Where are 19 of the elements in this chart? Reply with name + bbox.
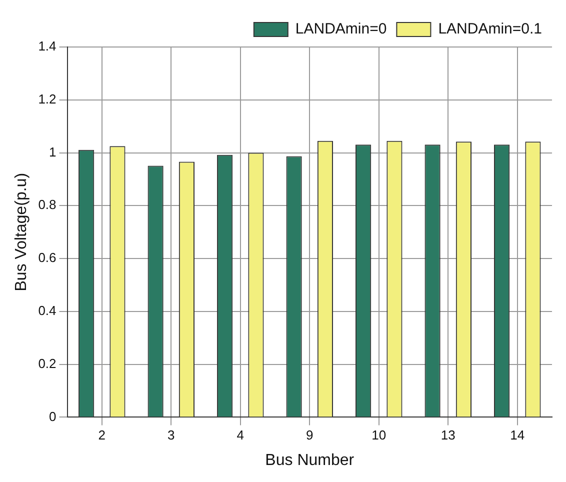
legend-label: LANDAmin=0 — [295, 20, 387, 38]
x-tick-label: 13 — [440, 428, 456, 443]
x-tick-label: 10 — [372, 428, 386, 443]
y-tick-label: 0.6 — [38, 250, 56, 266]
x-tick-label: 14 — [510, 428, 525, 443]
x-tick-label: 2 — [98, 428, 106, 443]
x-tick-label: 4 — [236, 428, 244, 443]
y-tick-label: 0.2 — [38, 356, 56, 371]
y-tick-label: 1.2 — [38, 91, 56, 106]
y-tick-label: 0 — [49, 408, 56, 424]
x-tick-label: 9 — [306, 428, 314, 443]
y-axis-title: Bus Voltage(p.u) — [13, 172, 30, 292]
y-tick-label: 0.4 — [38, 303, 56, 318]
legend-label: LANDAmin=0.1 — [438, 20, 542, 38]
x-axis-title: Bus Number — [265, 452, 355, 469]
y-tick-label: 0.8 — [38, 197, 56, 212]
y-tick-label: 1.4 — [38, 38, 56, 54]
x-tick-label: 3 — [168, 428, 175, 443]
y-tick-label: 1 — [49, 144, 56, 160]
